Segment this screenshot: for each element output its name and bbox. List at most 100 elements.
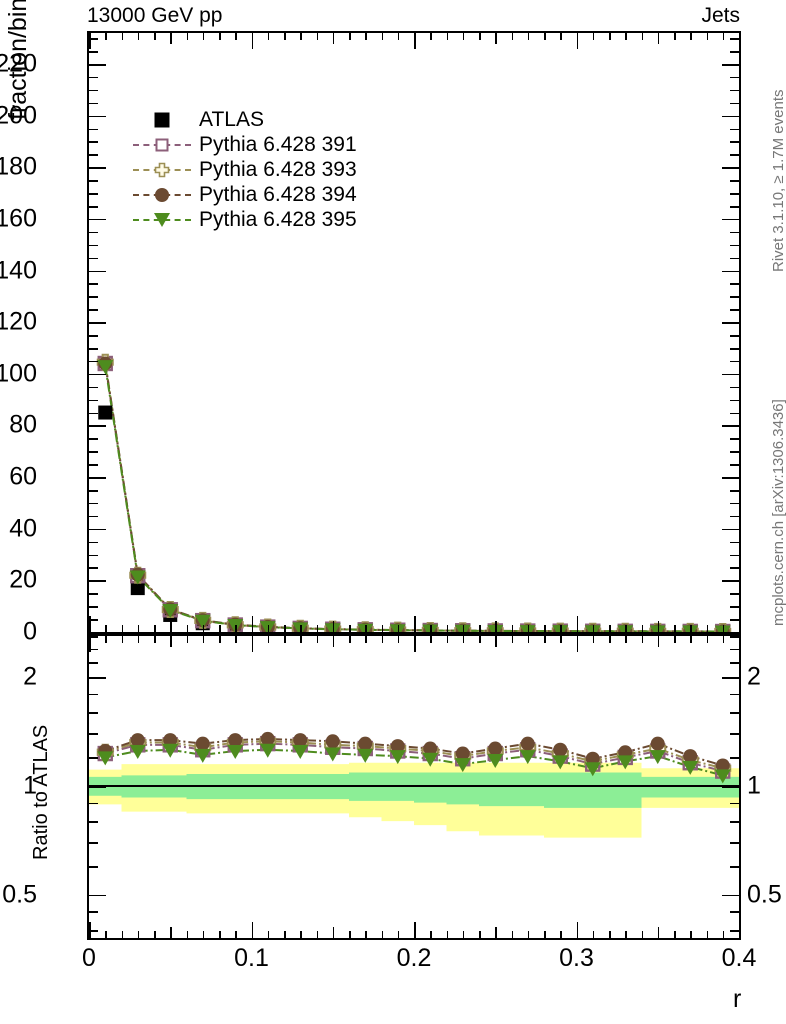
axis-tick xyxy=(284,625,286,632)
data-marker-circle xyxy=(260,731,275,746)
axis-tick xyxy=(730,502,739,505)
axis-tick xyxy=(657,33,660,44)
data-marker-circle xyxy=(358,736,373,751)
axis-tick xyxy=(89,128,98,131)
axis-tick xyxy=(657,636,660,647)
axis-tick xyxy=(89,464,98,466)
axis-tick xyxy=(730,438,739,440)
axis-tick xyxy=(89,399,98,402)
axis-tick xyxy=(495,636,497,647)
axis-tick xyxy=(381,636,384,643)
axis-tick xyxy=(89,115,106,118)
ratio-y-tick-label: 1 xyxy=(23,771,37,800)
data-marker-triangle xyxy=(682,760,699,775)
axis-tick xyxy=(722,115,739,118)
legend-item-label: Pythia 6.428 393 xyxy=(199,157,357,181)
axis-tick xyxy=(730,309,739,311)
axis-tick xyxy=(121,33,124,40)
axis-tick xyxy=(89,580,106,582)
axis-tick xyxy=(625,931,627,938)
axis-tick xyxy=(170,621,172,632)
axis-tick xyxy=(89,606,98,608)
axis-tick xyxy=(730,648,739,651)
axis-tick xyxy=(544,625,546,632)
axis-tick xyxy=(690,625,692,632)
axis-tick xyxy=(690,636,692,643)
axis-tick xyxy=(414,922,416,938)
axis-tick xyxy=(730,89,739,92)
axis-tick xyxy=(576,616,579,632)
axis-tick xyxy=(89,154,98,156)
header-beam-energy: 13000 GeV pp xyxy=(87,4,223,27)
axis-tick xyxy=(89,567,98,570)
legend-item-0[interactable]: ATLAS xyxy=(133,107,357,132)
data-marker-triangle xyxy=(227,745,244,760)
data-marker-circle xyxy=(715,758,730,773)
axis-tick xyxy=(479,625,481,632)
data-marker-triangle xyxy=(129,570,146,585)
axis-tick xyxy=(511,636,514,643)
axis-tick xyxy=(446,625,449,632)
axis-tick xyxy=(251,636,254,652)
axis-tick xyxy=(674,931,676,938)
axis-tick xyxy=(730,154,739,156)
axis-tick xyxy=(674,625,676,632)
data-marker-triangle xyxy=(97,751,114,766)
axis-tick xyxy=(267,33,270,40)
axis-tick xyxy=(722,786,739,788)
legend-item-4[interactable]: Pythia 6.428 395 xyxy=(133,207,357,232)
axis-tick xyxy=(609,636,611,643)
axis-tick xyxy=(89,693,98,696)
series-line-2 xyxy=(104,363,723,632)
legend-item-3[interactable]: Pythia 6.428 394 xyxy=(133,182,357,207)
axis-tick xyxy=(641,636,644,643)
axis-tick xyxy=(121,636,124,643)
axis-tick xyxy=(235,33,237,40)
axis-tick xyxy=(730,802,739,805)
axis-tick xyxy=(219,636,221,643)
axis-tick xyxy=(730,347,739,350)
axis-tick xyxy=(121,625,124,632)
axis-tick xyxy=(625,636,627,643)
axis-tick xyxy=(690,931,692,938)
legend-item-2[interactable]: Pythia 6.428 393 xyxy=(133,157,357,182)
axis-tick xyxy=(706,33,709,40)
data-marker-triangle xyxy=(552,755,569,770)
data-marker-triangle xyxy=(162,604,179,619)
axis-tick xyxy=(89,929,98,932)
legend-item-1[interactable]: Pythia 6.428 391 xyxy=(133,132,357,157)
data-marker-triangle xyxy=(194,614,211,629)
axis-tick xyxy=(730,193,739,195)
x-tick-label: 0.3 xyxy=(559,944,594,972)
axis-tick xyxy=(446,931,449,938)
legend-key xyxy=(133,184,191,206)
data-marker-circle xyxy=(520,736,535,751)
axis-tick xyxy=(89,102,98,105)
axis-tick xyxy=(479,636,481,643)
axis-tick xyxy=(730,593,739,595)
data-marker-circle xyxy=(650,736,665,751)
data-marker-triangle xyxy=(259,743,276,758)
axis-tick xyxy=(730,911,739,914)
axis-tick xyxy=(89,141,98,144)
axis-tick xyxy=(186,636,189,643)
axis-tick xyxy=(121,931,124,938)
axis-tick xyxy=(730,636,739,638)
axis-tick xyxy=(511,625,514,632)
legend-item-label: Pythia 6.428 394 xyxy=(199,182,357,206)
axis-tick xyxy=(722,33,725,40)
axis-tick xyxy=(446,33,449,40)
data-marker-circle xyxy=(423,741,438,756)
axis-tick xyxy=(154,931,156,938)
axis-tick xyxy=(730,464,739,466)
data-marker-square xyxy=(130,581,145,596)
axis-tick xyxy=(251,922,254,938)
axis-tick xyxy=(89,76,98,79)
data-marker-triangle xyxy=(389,750,406,765)
axis-tick xyxy=(89,412,98,415)
axis-tick xyxy=(592,33,595,40)
axis-tick xyxy=(625,625,627,632)
axis-tick xyxy=(89,554,98,557)
axis-tick xyxy=(349,33,351,40)
